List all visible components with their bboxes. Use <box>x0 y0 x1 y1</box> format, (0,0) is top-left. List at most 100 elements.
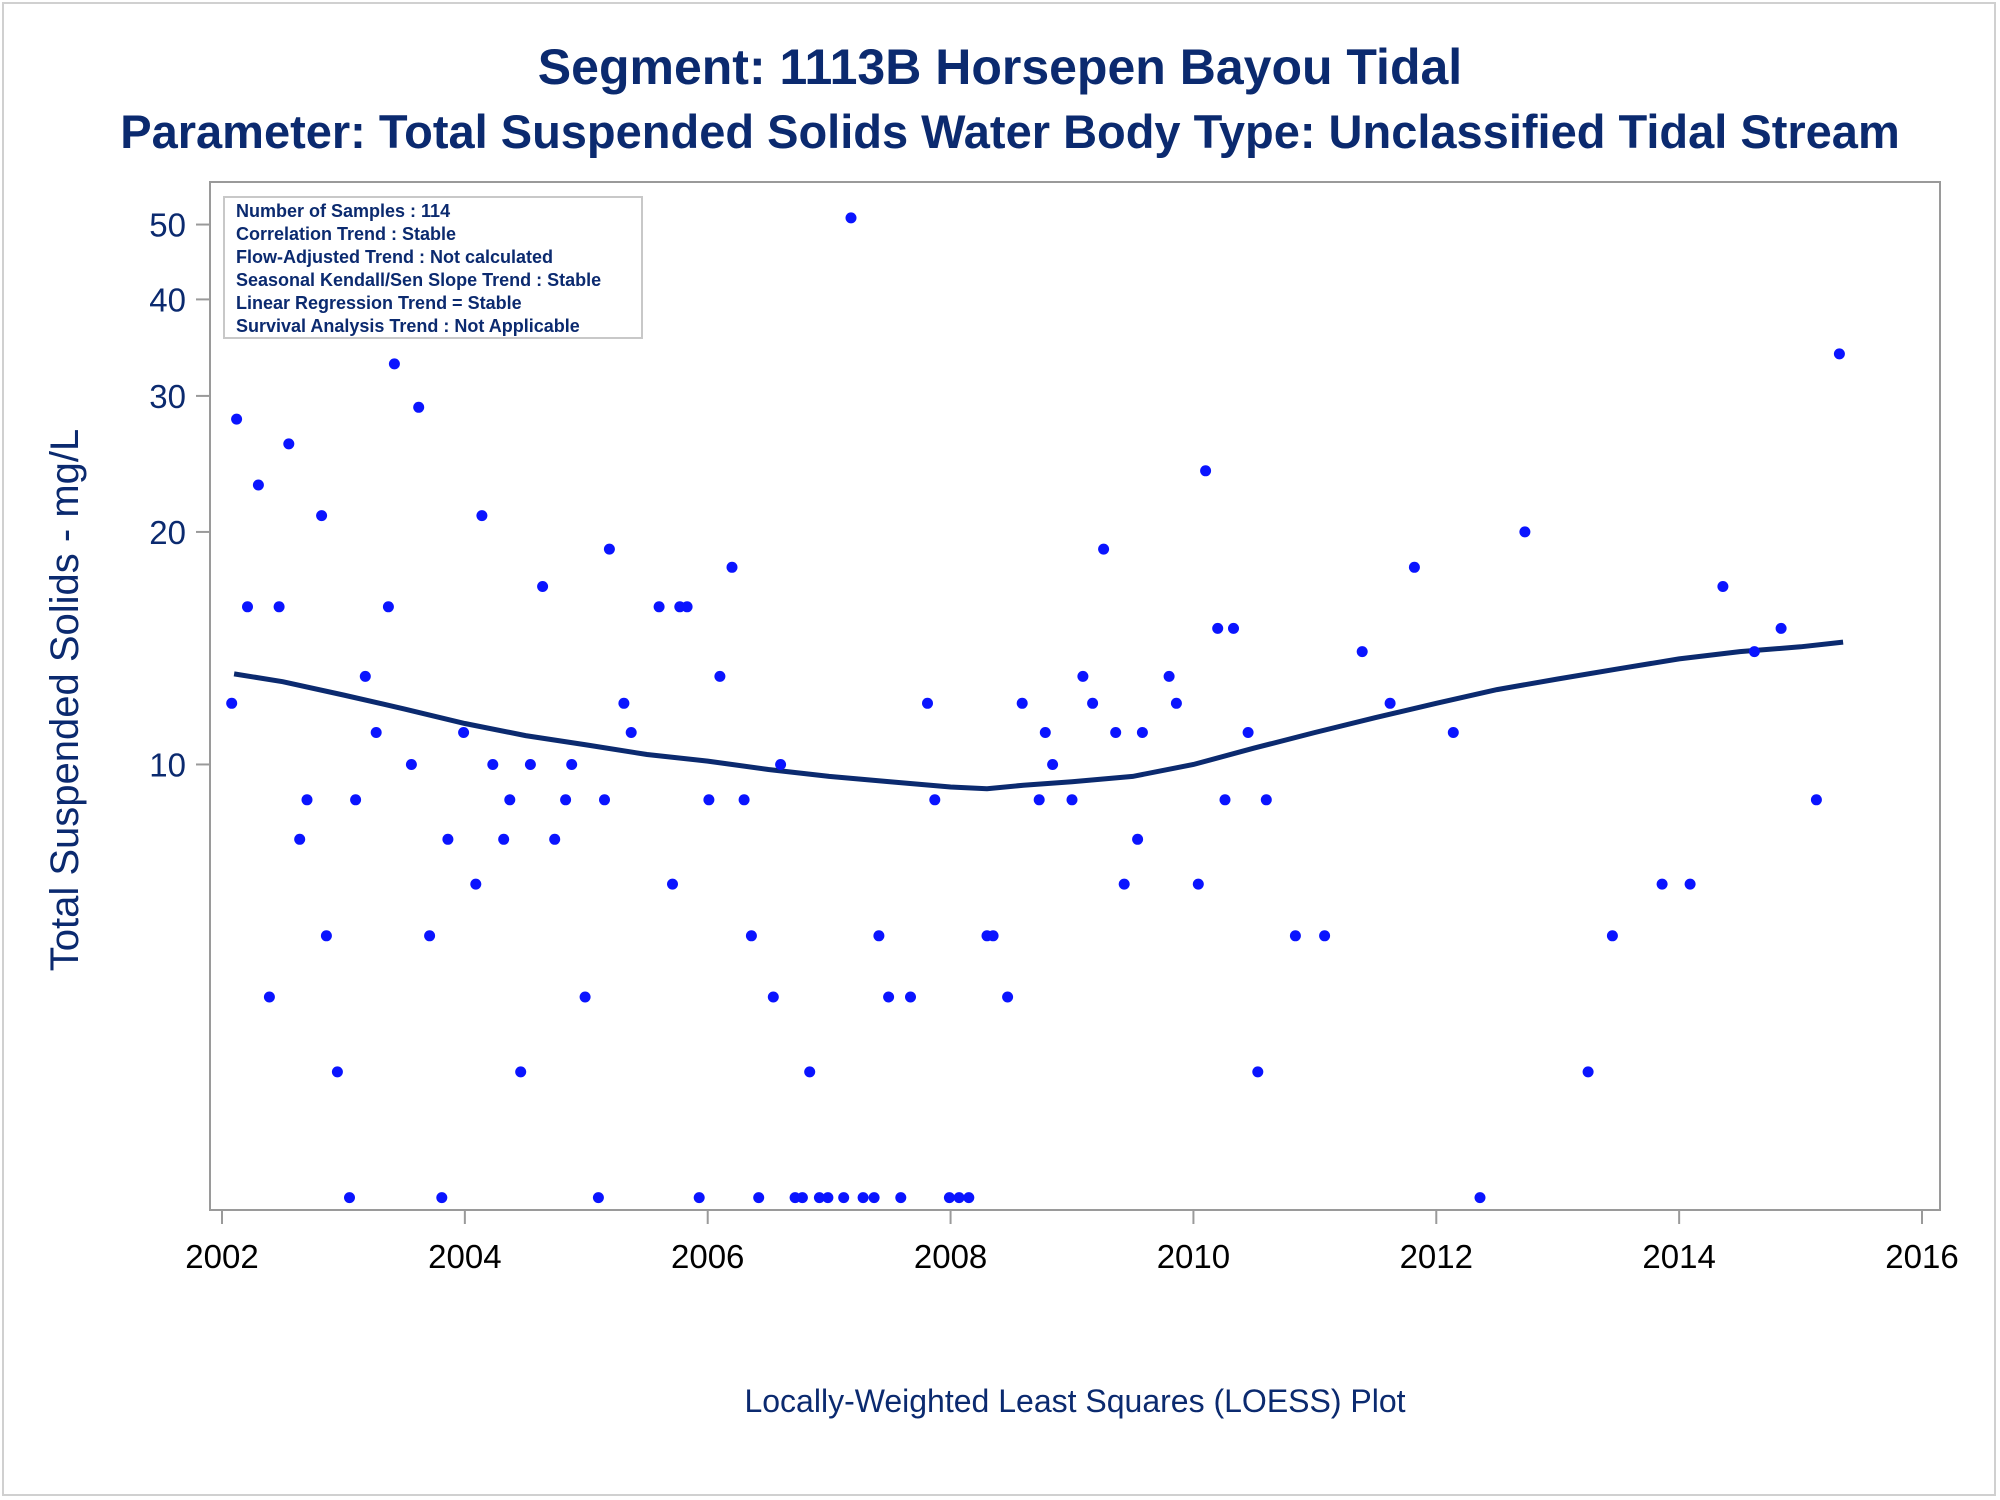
chart-subtitle: Parameter: Total Suspended Solids Water … <box>120 105 1900 158</box>
x-axis: 2002 2004 2006 2008 2010 2012 2014 2016 <box>185 1210 1959 1275</box>
legend-line-survival-analysis: Survival Analysis Trend : Not Applicable <box>236 316 580 336</box>
data-point <box>316 510 328 522</box>
data-point <box>226 697 238 709</box>
x-tick-label: 2006 <box>671 1238 744 1275</box>
data-point <box>470 878 482 890</box>
y-tick-label: 50 <box>149 207 186 244</box>
data-point <box>487 759 499 770</box>
data-point <box>1212 622 1224 634</box>
data-point <box>560 794 572 806</box>
data-point <box>943 1192 955 1204</box>
data-point <box>1110 727 1122 738</box>
data-point <box>263 991 275 1003</box>
data-point <box>331 1066 343 1078</box>
data-point <box>320 930 332 942</box>
data-point <box>1098 543 1110 555</box>
data-point <box>294 833 306 845</box>
legend-line-linear-regression: Linear Regression Trend = Stable <box>236 293 522 313</box>
data-point <box>442 833 454 845</box>
data-point <box>714 670 726 682</box>
data-point <box>895 1192 907 1204</box>
data-point <box>579 991 591 1003</box>
data-point <box>359 670 371 682</box>
data-point <box>1260 794 1272 806</box>
data-point <box>1775 622 1787 634</box>
y-axis-label: Total Suspended Solids - mg/L <box>43 429 87 972</box>
data-point <box>653 601 665 613</box>
data-point <box>822 1192 834 1204</box>
data-point <box>667 878 678 890</box>
data-point <box>1519 526 1531 538</box>
data-point <box>1163 670 1175 682</box>
data-point <box>625 727 637 738</box>
data-point <box>252 479 264 491</box>
data-point <box>1356 646 1368 658</box>
y-tick-label: 30 <box>149 378 186 415</box>
plot-area <box>209 181 1941 1211</box>
data-point <box>1077 670 1089 682</box>
data-point <box>775 759 787 770</box>
data-point <box>1039 727 1051 738</box>
data-point <box>1748 646 1760 658</box>
data-point <box>1087 697 1099 709</box>
x-tick-label: 2014 <box>1642 1238 1715 1275</box>
plot-caption: Locally-Weighted Least Squares (LOESS) P… <box>744 1383 1405 1419</box>
data-point <box>1002 991 1014 1003</box>
data-point <box>1447 727 1459 738</box>
data-point <box>845 212 857 224</box>
data-point <box>413 401 425 413</box>
data-point <box>753 1192 765 1204</box>
data-point <box>813 1192 825 1204</box>
data-point <box>1319 930 1331 942</box>
data-point <box>857 1192 869 1204</box>
data-point <box>566 759 578 770</box>
data-point <box>1833 348 1845 360</box>
x-tick-label: 2004 <box>428 1238 501 1275</box>
data-point <box>424 930 436 942</box>
data-point <box>1016 697 1028 709</box>
data-point <box>1136 727 1148 738</box>
data-point <box>703 794 715 806</box>
data-point <box>767 991 779 1003</box>
data-point <box>537 581 549 592</box>
data-point <box>436 1192 448 1204</box>
data-point <box>726 561 738 573</box>
x-tick-label: 2002 <box>185 1238 258 1275</box>
data-points <box>226 212 1845 1204</box>
data-point <box>953 1192 965 1204</box>
data-point <box>693 1192 705 1204</box>
data-point <box>1408 561 1420 573</box>
data-point <box>681 601 693 613</box>
data-point <box>987 930 999 942</box>
data-point <box>1242 727 1254 738</box>
data-point <box>1066 794 1078 806</box>
data-point <box>344 1192 355 1204</box>
legend-line-seasonal-kendall: Seasonal Kendall/Sen Slope Trend : Stabl… <box>236 270 601 290</box>
data-point <box>838 1192 850 1204</box>
data-point <box>1200 465 1212 477</box>
loess-line <box>233 639 1844 792</box>
data-point <box>301 794 313 806</box>
data-point <box>873 930 885 942</box>
data-point <box>1474 1192 1486 1204</box>
data-point <box>231 413 243 425</box>
data-point <box>1033 794 1045 806</box>
data-point <box>1810 794 1822 806</box>
x-tick-label: 2016 <box>1885 1238 1958 1275</box>
data-point <box>476 510 488 522</box>
data-point <box>592 1192 604 1204</box>
data-point <box>905 991 916 1003</box>
legend-box <box>223 196 643 339</box>
data-point <box>922 697 933 709</box>
y-tick-label: 10 <box>149 746 186 783</box>
data-point <box>1582 1066 1594 1078</box>
data-point <box>350 794 362 806</box>
data-point <box>603 543 615 555</box>
data-point <box>963 1192 975 1204</box>
data-point <box>804 1066 816 1078</box>
data-point <box>1684 878 1696 890</box>
data-point <box>283 438 295 450</box>
legend-line-flow-adjusted: Flow-Adjusted Trend : Not calculated <box>236 247 553 267</box>
chart-title: Segment: 1113B Horsepen Bayou Tidal <box>537 39 1463 95</box>
data-point <box>1192 878 1204 890</box>
